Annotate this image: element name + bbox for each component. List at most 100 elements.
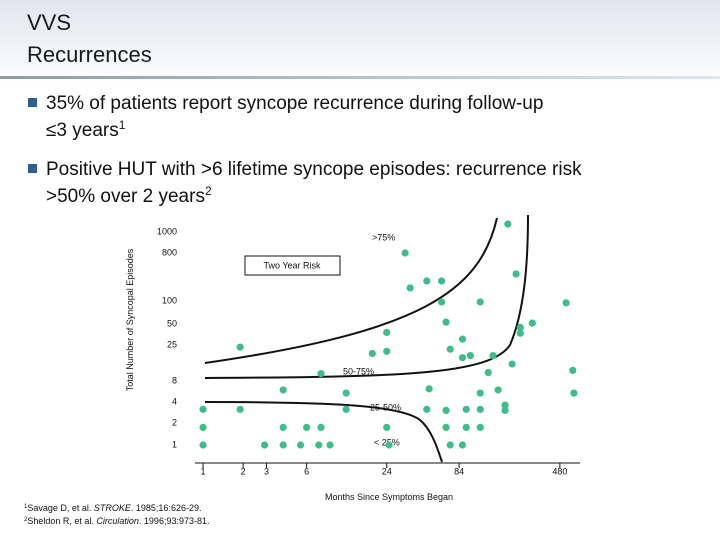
bullet-text: ≤3 years1 [46, 118, 126, 141]
data-point [446, 441, 454, 449]
bullet-line: >50% over 2 years [46, 186, 205, 207]
footnote-text: . 1996;93:973-81. [139, 516, 210, 526]
data-point [199, 423, 207, 431]
data-point [442, 318, 450, 326]
data-point [458, 354, 467, 362]
bullet-text: 35% of patients report syncope recurrenc… [46, 93, 543, 114]
data-point [458, 441, 467, 449]
data-point [401, 249, 409, 257]
data-point [462, 405, 470, 413]
data-point [569, 366, 577, 375]
footnote-journal: Circulation [96, 516, 139, 526]
data-point [279, 441, 287, 449]
data-point [437, 277, 446, 285]
data-point [406, 284, 414, 292]
x-tick-label: 3 [264, 466, 269, 476]
x-axis-label: Months Since Symptoms Began [325, 492, 453, 502]
subtitle: Recurrences [27, 42, 152, 67]
risk-curves [204, 214, 529, 463]
data-point [508, 360, 516, 368]
bullet-text: Positive HUT with >6 lifetime syncope ep… [46, 159, 582, 180]
y-tick-label: 100 [162, 295, 177, 305]
data-point [260, 441, 269, 449]
data-point [342, 405, 350, 413]
x-tick-label: 84 [454, 466, 464, 476]
data-point [516, 323, 524, 331]
data-point [303, 423, 311, 431]
y-axis-label: Total Number of Syncopal Episodes [125, 248, 135, 391]
data-point [279, 386, 287, 394]
footnote-text: Savage D, et al. [27, 503, 94, 513]
data-point [528, 319, 536, 327]
annotation: Two Year Risk [263, 260, 321, 270]
data-point [199, 405, 207, 413]
footnote-mark: 1 [24, 504, 28, 510]
annotation: 25-50% [370, 402, 401, 412]
data-point [317, 369, 325, 378]
data-point [570, 389, 578, 397]
bullet-marker [28, 98, 37, 107]
footnote-text: Sheldon R, et al. [27, 516, 96, 526]
y-tick-label: 8 [172, 375, 177, 385]
data-point [442, 423, 450, 431]
data-point [236, 343, 244, 351]
annotations: >75% Two Year Risk 50-75% 25-50% < 25% [244, 232, 401, 447]
data-point [516, 329, 524, 337]
data-point [423, 277, 431, 285]
data-point [466, 351, 474, 360]
data-point [501, 401, 509, 409]
data-point [446, 345, 454, 353]
annotation: 50-75% [343, 366, 374, 376]
y-tick-label: 2 [172, 417, 177, 427]
title: VVS [27, 10, 71, 35]
superscript: 1 [119, 118, 126, 132]
annotation: >75% [372, 232, 395, 242]
title-rule [0, 76, 720, 79]
data-point [317, 423, 325, 431]
data-point [476, 423, 484, 431]
data-point [279, 423, 287, 431]
footnote-text: . 1985;16:626-29. [131, 503, 202, 513]
data-point [383, 423, 391, 431]
data-point [442, 406, 450, 414]
footnote: 1Savage D, et al. STROKE. 1985;16:626-29… [24, 503, 201, 513]
footnote: 2Sheldon R, et al. Circulation. 1996;93:… [24, 516, 209, 526]
data-point [383, 328, 391, 336]
y-tick-label: 1 [172, 439, 177, 449]
risk-curve [204, 214, 529, 379]
data-point [462, 423, 470, 431]
x-tick-label: 6 [304, 466, 309, 476]
superscript: 2 [205, 184, 212, 198]
data-point [296, 441, 305, 449]
footnote-journal: STROKE [94, 503, 132, 513]
footnote-mark: 2 [24, 517, 28, 523]
y-tick-label: 50 [167, 318, 177, 328]
bullet-line: ≤3 years [46, 120, 119, 141]
data-point [476, 389, 484, 397]
data-point [236, 405, 244, 413]
data-point [489, 351, 497, 360]
x-tick-label: 480 [552, 466, 567, 476]
data-point [342, 389, 350, 397]
risk-curve [204, 401, 443, 463]
data-point [476, 298, 484, 306]
data-point [199, 441, 207, 449]
data-point [385, 441, 393, 449]
y-tick-label: 1000 [157, 226, 177, 236]
bullet-marker [28, 164, 37, 173]
data-point [368, 349, 376, 358]
y-tick-label: 25 [167, 339, 177, 349]
data-point [562, 299, 570, 307]
data-point [315, 441, 323, 449]
data-point [423, 405, 431, 413]
data-point [512, 270, 520, 278]
y-tick-label: 800 [162, 247, 177, 257]
y-tick-label: 4 [172, 396, 177, 406]
data-point [458, 335, 467, 343]
risk-curve [204, 217, 498, 364]
data-point [383, 347, 391, 355]
x-tick-label: 1 [201, 466, 206, 476]
x-tick-label: 24 [382, 466, 392, 476]
